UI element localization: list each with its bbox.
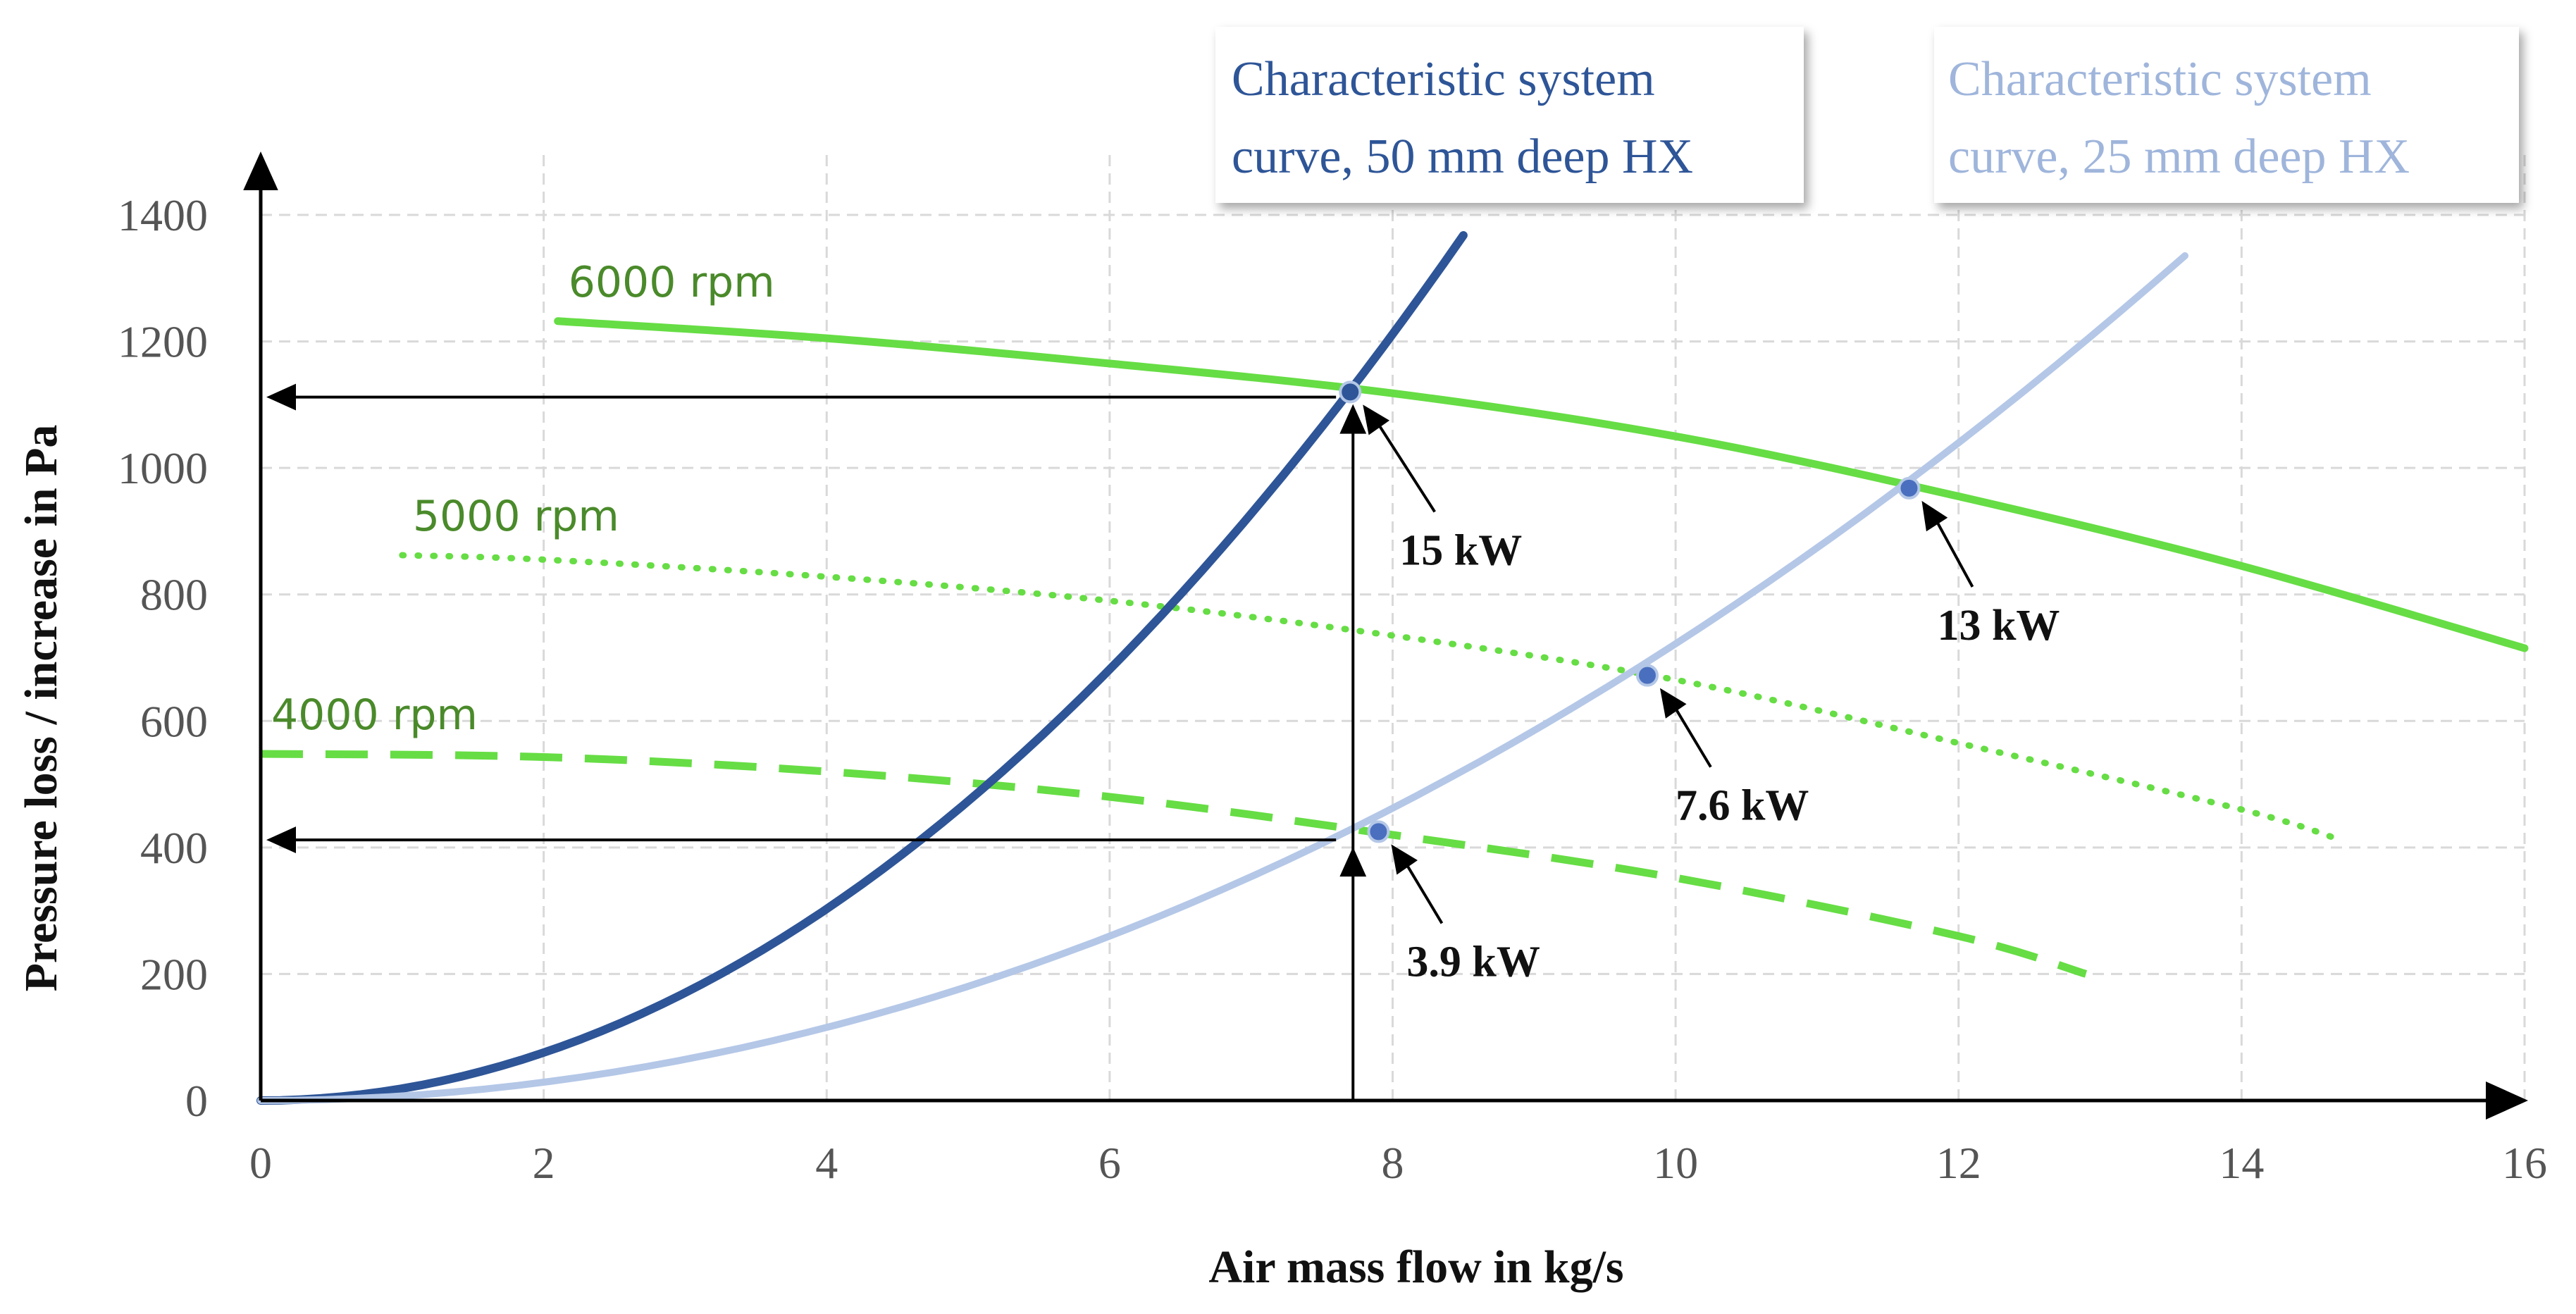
axes (243, 151, 2528, 1120)
legend-box-25mm: Characteristic system curve, 25 mm deep … (1934, 27, 2519, 203)
y-axis-arrow (243, 151, 278, 190)
labels: Air mass flow in kg/s Pressure loss / in… (16, 190, 2547, 1293)
operating-point-label: 13 kW (1937, 602, 2060, 650)
operating-point (1897, 476, 1921, 500)
arrow-head-left (266, 826, 296, 853)
arrow-head-up (1339, 847, 1367, 877)
y-tick-label: 600 (140, 696, 208, 746)
system-curve-50mm (256, 231, 1468, 1105)
x-axis-arrow (2486, 1081, 2528, 1120)
x-axis-title: Air mass flow in kg/s (1208, 1241, 1623, 1293)
x-tick-label: 12 (1936, 1138, 1981, 1188)
y-tick-label: 800 (140, 570, 208, 620)
legend-50mm-line1: Characteristic system (1232, 52, 1655, 106)
operating-point-label: 3.9 kW (1406, 938, 1540, 986)
x-tick-label: 4 (815, 1138, 838, 1188)
annotation-arrow (1391, 844, 1418, 875)
operating-point (1367, 820, 1390, 843)
fan-curve-5000-rpm (399, 552, 2344, 843)
legend: Characteristic system curve, 50 mm deep … (1215, 27, 2519, 203)
operating-point-label: 15 kW (1399, 526, 1522, 574)
x-tick-label: 14 (2219, 1138, 2264, 1188)
x-tick-label: 16 (2502, 1138, 2547, 1188)
operating-points (1339, 380, 1921, 843)
x-tick-label: 6 (1098, 1138, 1121, 1188)
annotation-arrow (1659, 688, 1687, 719)
y-axis-title: Pressure loss / increase in Pa (16, 425, 67, 992)
plot-area (256, 231, 2529, 1105)
annotation-leader (1370, 412, 1436, 513)
operating-point (1635, 664, 1659, 687)
reference-lines (266, 383, 1974, 1101)
fan-curve-4000-rpm (260, 750, 2088, 978)
y-tick-label: 1000 (118, 443, 208, 493)
x-tick-label: 0 (249, 1138, 272, 1188)
y-tick-label: 200 (140, 949, 208, 999)
operating-point-label: 7.6 kW (1676, 782, 1809, 830)
x-tick-label: 8 (1382, 1138, 1404, 1188)
y-tick-label: 400 (140, 823, 208, 873)
legend-25mm-line1: Characteristic system (1948, 52, 2372, 106)
fan-curve-label: 4000 rpm (271, 690, 478, 740)
fan-curve-6000-rpm (554, 317, 2529, 652)
fan-curve-label: 5000 rpm (413, 492, 619, 541)
arrow-head-up (1339, 404, 1367, 434)
y-tick-label: 1200 (118, 317, 208, 367)
annotation-arrow (1363, 404, 1390, 435)
legend-50mm-line2: curve, 50 mm deep HX (1232, 130, 1693, 184)
x-tick-label: 2 (533, 1138, 555, 1188)
operating-point (1339, 380, 1362, 404)
fan-curve-label: 6000 rpm (569, 258, 775, 307)
x-tick-label: 10 (1653, 1138, 1698, 1188)
grid (261, 151, 2526, 1101)
legend-25mm-line2: curve, 25 mm deep HX (1948, 130, 2410, 184)
arrow-head-left (266, 383, 296, 411)
y-tick-label: 1400 (118, 190, 208, 240)
legend-box-50mm: Characteristic system curve, 50 mm deep … (1215, 27, 1804, 203)
y-tick-label: 0 (185, 1076, 208, 1126)
system-curve-25mm (257, 252, 2188, 1104)
annotation-arrow (1921, 500, 1948, 532)
